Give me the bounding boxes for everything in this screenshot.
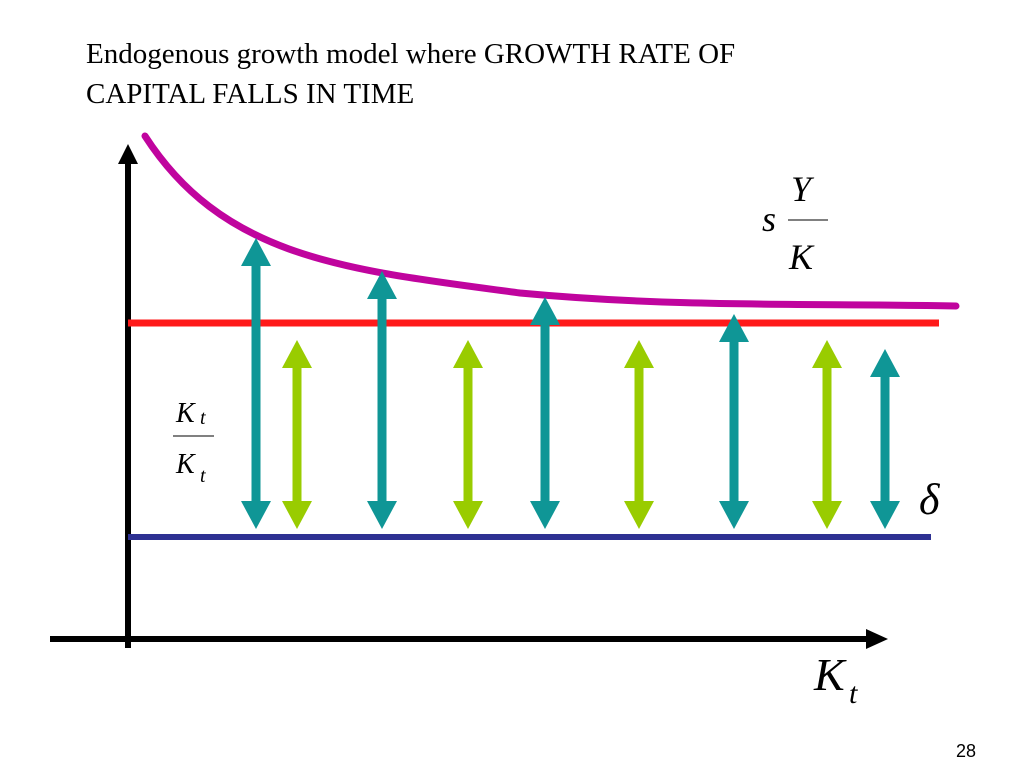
green-arrow <box>812 340 842 529</box>
page-number: 28 <box>955 741 976 761</box>
teal-arrow <box>241 238 271 529</box>
x-axis-arrowhead <box>866 629 888 649</box>
savings-rate-symbol: s <box>762 199 776 239</box>
output-symbol: Y <box>791 169 815 209</box>
x-axis-label-sub: t <box>849 677 858 710</box>
savings-curve <box>141 132 960 310</box>
y-axis-arrowhead <box>118 144 138 164</box>
growth-numerator-sub: t <box>200 407 206 429</box>
teal-arrow <box>367 271 397 529</box>
growth-denominator-k: K <box>175 449 196 480</box>
slide-title-line-1: Endogenous growth model where GROWTH RAT… <box>86 38 736 70</box>
growth-denominator-sub: t <box>200 465 206 487</box>
growth-numerator-k: K <box>175 398 196 429</box>
x-axis-label-k: K <box>813 649 847 700</box>
teal-arrow <box>530 297 560 529</box>
slide-title-line-2: CAPITAL FALLS IN TIME <box>86 78 415 110</box>
savings-curve-label: s Y K <box>762 169 828 277</box>
delta-label: δ <box>919 475 941 524</box>
green-arrow <box>453 340 483 529</box>
green-arrow <box>282 340 312 529</box>
x-axis-label: K t <box>813 649 858 710</box>
teal-arrow <box>719 314 749 529</box>
green-arrow <box>624 340 654 529</box>
capital-symbol: K <box>788 237 815 277</box>
growth-rate-label: K t K t <box>173 398 214 487</box>
teal-arrow <box>870 349 900 529</box>
slide-title: Endogenous growth model where GROWTH RAT… <box>86 34 946 114</box>
